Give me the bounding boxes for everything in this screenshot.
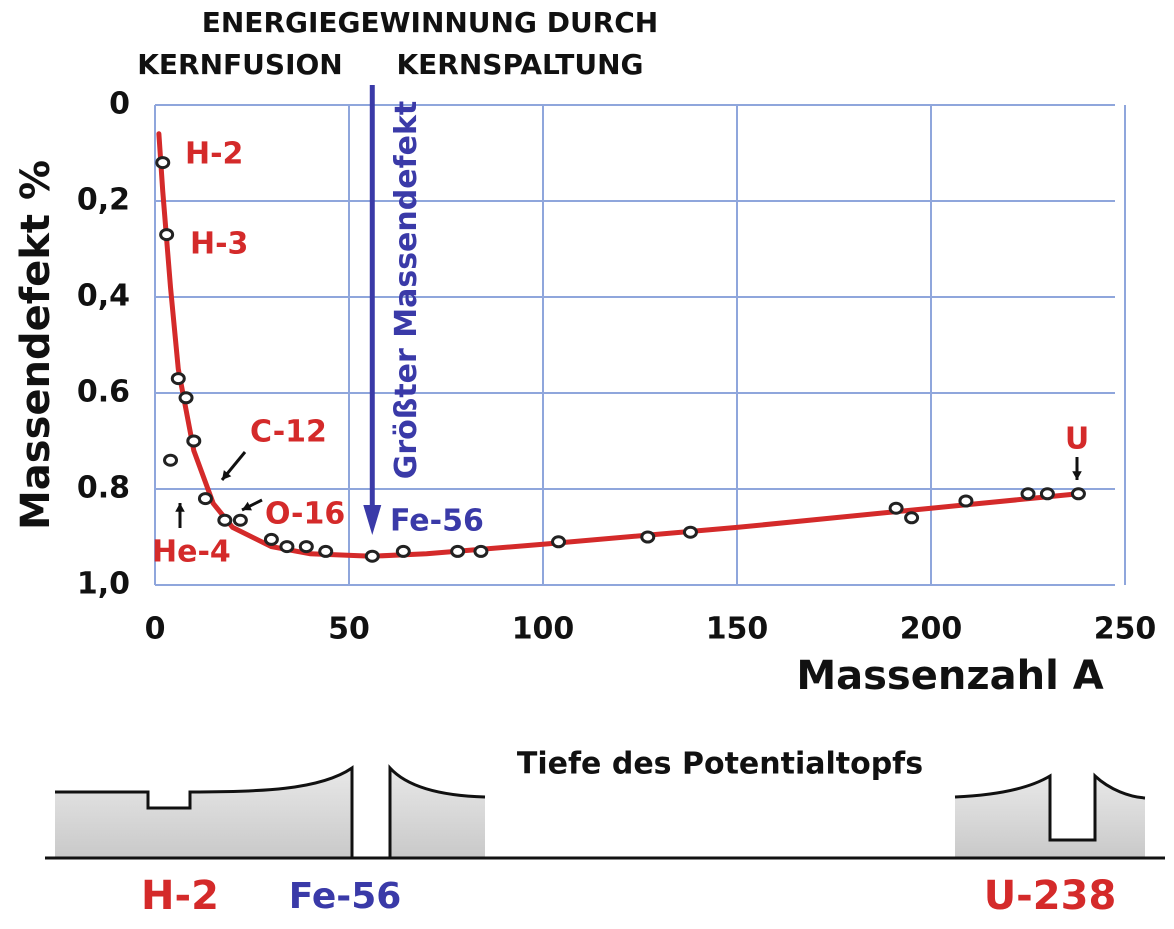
diagram-label: Fe-56 xyxy=(289,876,402,917)
y-axis-title: Massendefekt % xyxy=(13,160,59,530)
plot: 0 0,2 0,4 0.6 0.8 1,0 0 50 100 150 200 250 Größter M… xyxy=(77,85,1156,647)
data-point xyxy=(197,492,213,506)
x-tick-label: 100 xyxy=(512,612,575,647)
point-label: C-12 xyxy=(250,415,327,450)
header: KERNFUSION xyxy=(137,48,343,81)
point-label: He-4 xyxy=(152,535,231,570)
potential-diagram: Tiefe des Potentialtopfs H-2 Fe-56 U-238 xyxy=(45,747,1165,919)
diagram-title: Tiefe des Potentialtopfs xyxy=(517,747,923,782)
data-point xyxy=(232,513,248,527)
data-point xyxy=(186,434,202,448)
y-tick-label: 0,2 xyxy=(77,183,130,218)
pointer-head xyxy=(175,503,185,512)
y-tick-label: 1,0 xyxy=(77,567,130,602)
well-outline xyxy=(388,764,486,858)
data-point xyxy=(450,544,466,558)
arrow-label: Größter Massendefekt xyxy=(389,101,424,480)
data-point xyxy=(395,544,411,558)
x-tick-label: 150 xyxy=(706,612,769,647)
x-axis-title: Massenzahl A xyxy=(796,653,1103,699)
x-tick-label: 0 xyxy=(145,612,166,647)
data-point xyxy=(279,540,295,554)
data-point xyxy=(217,513,233,527)
well-outline xyxy=(55,765,354,858)
data-point xyxy=(1070,487,1086,501)
data-point xyxy=(178,391,194,405)
diagram-label: H-2 xyxy=(141,873,219,919)
point-label: H-2 xyxy=(185,137,243,172)
arrow-head xyxy=(363,505,382,535)
header: KERNSPALTUNG xyxy=(396,48,643,81)
header: ENERGIEGEWINNUNG DURCH xyxy=(202,6,658,39)
point-label: Fe-56 xyxy=(390,504,484,539)
y-tick-label: 0 xyxy=(109,87,130,122)
x-tick-label: 250 xyxy=(1094,612,1157,647)
data-point xyxy=(1020,487,1036,501)
data-point xyxy=(682,525,698,539)
data-point xyxy=(904,511,920,525)
data-point xyxy=(263,532,279,546)
data-point xyxy=(159,228,175,242)
pointer-head xyxy=(222,470,232,480)
y-tick-label: 0.8 xyxy=(77,471,130,506)
well-outline xyxy=(954,772,1146,842)
data-point xyxy=(298,540,314,554)
data-point xyxy=(888,501,904,515)
well-fe xyxy=(390,768,485,858)
data-point xyxy=(473,544,489,558)
point-label: H-3 xyxy=(190,227,248,262)
diagram-label: U-238 xyxy=(984,873,1117,919)
data-point xyxy=(364,549,380,563)
well-h2 xyxy=(55,768,352,858)
data-point xyxy=(640,530,656,544)
curve xyxy=(156,131,1081,559)
data-point xyxy=(155,156,171,170)
y-tick-label: 0,4 xyxy=(77,279,130,314)
pointer-head xyxy=(242,501,252,511)
data-point xyxy=(551,535,567,549)
x-tick-label: 50 xyxy=(328,612,370,647)
pointer-head xyxy=(1072,471,1082,480)
y-tick-label: 0.6 xyxy=(77,375,130,410)
x-tick-label: 200 xyxy=(900,612,963,647)
point-label: O-16 xyxy=(265,497,345,532)
data-point xyxy=(170,372,186,386)
data-point xyxy=(318,544,334,558)
data-point xyxy=(1039,487,1055,501)
point-label: U xyxy=(1065,422,1089,457)
data-point xyxy=(163,453,179,467)
data-point xyxy=(958,494,974,508)
